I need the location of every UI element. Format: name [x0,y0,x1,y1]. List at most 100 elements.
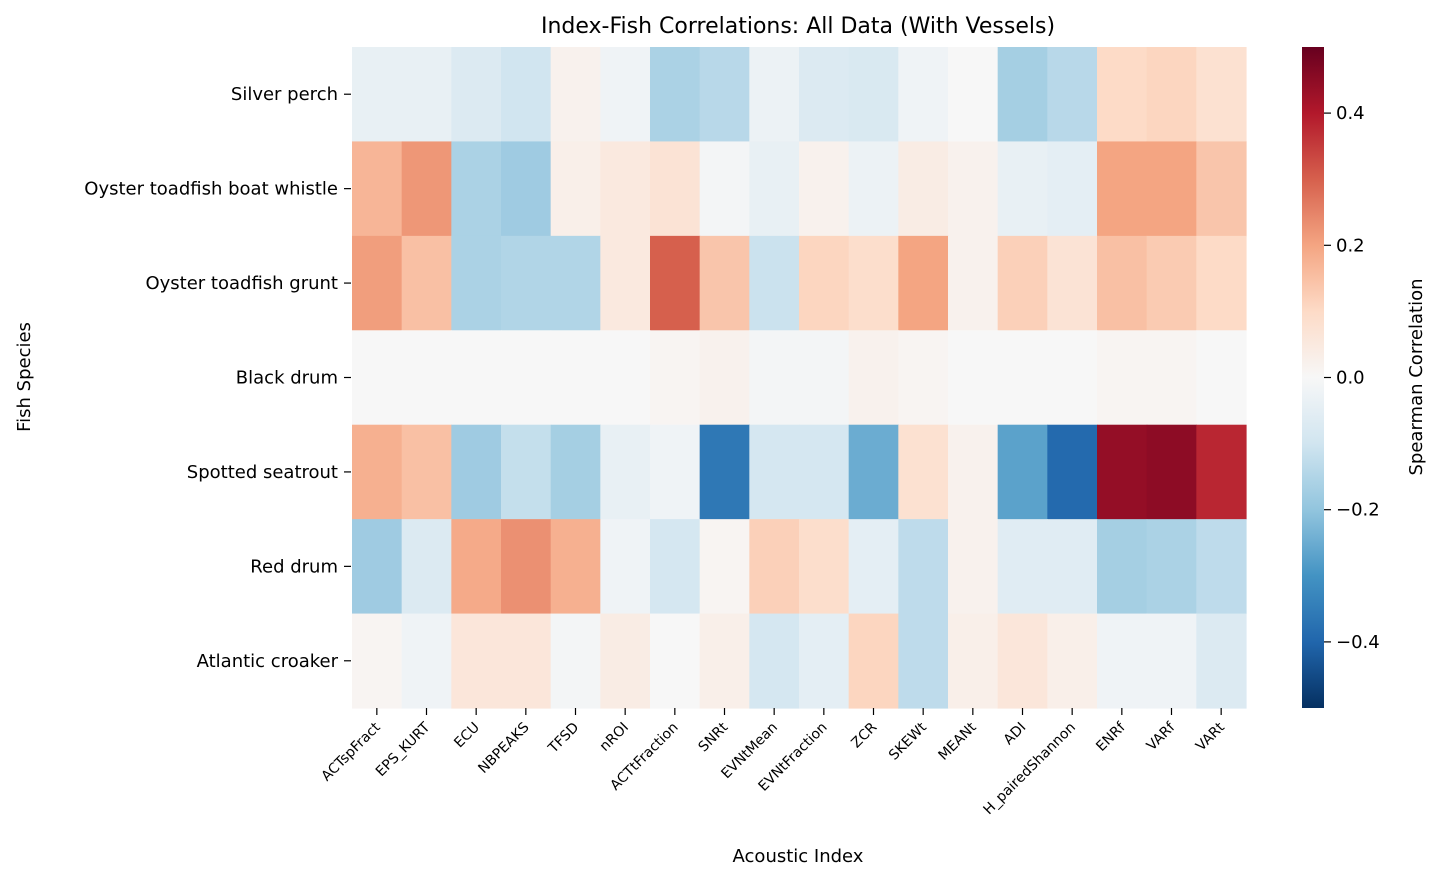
heatmap-cell [997,519,1048,615]
heatmap-cell [948,330,999,426]
heatmap-cell [451,141,502,237]
heatmap-cell [501,424,552,520]
heatmap-cell [948,519,999,615]
heatmap-cell [699,141,750,237]
heatmap-cell [600,519,651,615]
heatmap-cell [1196,235,1247,331]
x-tick-label: ENRf [1093,719,1129,755]
heatmap-cell [600,235,651,331]
x-tick-label: H_pairedShannon [980,720,1079,819]
heatmap-cell [799,47,850,143]
heatmap-cell [600,424,651,520]
heatmap-cell [550,424,601,520]
heatmap-cell [948,235,999,331]
heatmap-cell [1196,613,1247,709]
heatmap-cell [1047,47,1098,143]
heatmap-cell [799,519,850,615]
x-tick-label: nROI [597,720,632,755]
heatmap-cell [848,330,899,426]
heatmap-cell [749,141,800,237]
heatmap-cell [352,424,403,520]
heatmap-cell [600,141,651,237]
colorbar-tick-label: −0.4 [1336,632,1380,653]
heatmap-cell [749,424,800,520]
heatmap-cell [898,424,949,520]
heatmap-cell [898,519,949,615]
heatmap-cell [352,330,403,426]
heatmap-cell [848,141,899,237]
heatmap-cell [1146,141,1197,237]
heatmap-cell [1047,519,1098,615]
heatmap-cell [997,613,1048,709]
x-tick-label: MEANt [935,719,980,764]
heatmap-cell [650,330,701,426]
heatmap-cell [948,613,999,709]
heatmap-cell [997,424,1048,520]
heatmap-cell [1097,235,1148,331]
heatmap-cell [799,613,850,709]
colorbar-axis: 0.4 0.2 0.0 −0.2 −0.4 [1324,103,1380,653]
x-tick-label: ACTspFract [319,719,384,784]
heatmap-cell [1196,47,1247,143]
chart-title: Index-Fish Correlations: All Data (With … [541,14,1055,39]
heatmap-cell [699,519,750,615]
heatmap-cell [848,47,899,143]
heatmap-cell [898,330,949,426]
y-tick-label: Black drum [236,368,338,389]
heatmap-cell [550,330,601,426]
x-tick-label: VARt [1193,719,1228,754]
heatmap-cell [1097,519,1148,615]
heatmap-cell [650,424,701,520]
x-axis-label: Acoustic Index [733,846,864,867]
heatmap-cell [1146,424,1197,520]
heatmap-cell [848,519,899,615]
heatmap-cell [699,330,750,426]
heatmap-cell [749,235,800,331]
heatmap-cell [997,235,1048,331]
heatmap-cell [1047,235,1098,331]
heatmap-cell [352,613,403,709]
x-tick-label: VARf [1144,719,1179,754]
heatmap-cell [501,47,552,143]
heatmap-cell [451,47,502,143]
heatmap-cell [352,519,403,615]
heatmap-cell [699,613,750,709]
x-tick-label: TFSD [545,720,582,757]
heatmap-cell [550,519,601,615]
heatmap-cell [1047,330,1098,426]
heatmap-cell [501,235,552,331]
colorbar-label: Spearman Correlation [1406,279,1427,476]
heatmap-cell [848,424,899,520]
heatmap-cell [451,613,502,709]
heatmap-cell [650,141,701,237]
heatmap-cell [799,424,850,520]
heatmap-cell [749,613,800,709]
heatmap-cell [1047,141,1098,237]
heatmap-cell [1097,424,1148,520]
x-tick-label: ZCR [848,719,880,751]
heatmap-cell [749,519,800,615]
heatmap-cell [1146,519,1197,615]
x-tick-label: ADI [1001,720,1030,749]
heatmap-cell [650,47,701,143]
heatmap-cell [600,330,651,426]
heatmap-cell [898,47,949,143]
colorbar-tick-label: 0.4 [1336,103,1365,124]
y-tick-label: Atlantic croaker [197,651,339,672]
colorbar [1302,47,1324,708]
y-axis: Silver perch Oyster toadfish boat whistle… [84,84,351,672]
heatmap-cell [799,330,850,426]
heatmap-cell [550,613,601,709]
heatmap-cell [650,519,701,615]
heatmap-cell [1146,235,1197,331]
heatmap-cell [501,330,552,426]
heatmap-cell [997,330,1048,426]
x-tick-label: EPS_KURT [373,719,434,780]
heatmap-cell [401,141,452,237]
heatmap-cell [749,330,800,426]
heatmap-cell [550,235,601,331]
heatmap-cell [699,47,750,143]
heatmap-cell [1097,47,1148,143]
heatmap-cell [650,613,701,709]
